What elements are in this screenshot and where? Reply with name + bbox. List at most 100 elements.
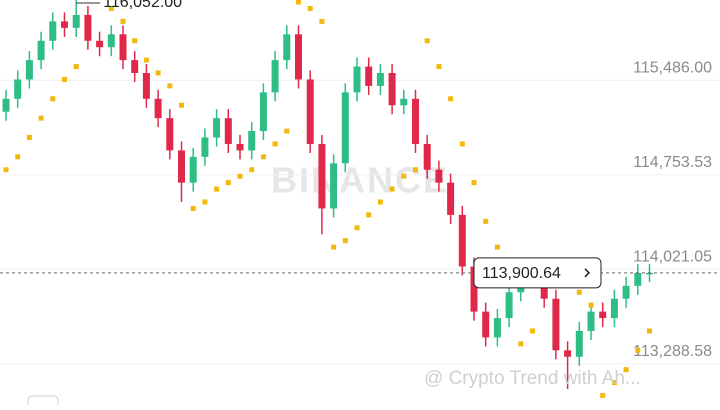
sar-dot (342, 238, 348, 244)
sar-dot (73, 64, 79, 70)
candle-body (131, 60, 139, 74)
y-tick-label: 114,753.53 (633, 154, 712, 171)
candle-body (96, 40, 104, 48)
candle-body (412, 98, 419, 144)
y-tick-label: 113,288.58 (633, 343, 712, 360)
candle-body (318, 143, 326, 209)
sar-dot (272, 141, 278, 147)
candle-body (201, 137, 209, 157)
sar-dot (576, 289, 582, 295)
candle-body (400, 98, 408, 106)
candle-body (154, 98, 162, 119)
sar-dot (623, 367, 629, 373)
candle-body (2, 98, 10, 112)
sar-dot (167, 83, 173, 89)
sar-dot (50, 96, 56, 102)
sar-dot (483, 218, 489, 224)
candle-body (353, 66, 361, 93)
sar-dot (108, 6, 114, 12)
candle-body (388, 73, 396, 106)
candle-body (505, 292, 513, 319)
sar-dot (249, 167, 255, 173)
sar-dot (366, 212, 372, 218)
credit: @ Crypto Trend with Ah... (424, 368, 641, 389)
candle-body (564, 350, 572, 357)
y-tick-label: 114,021.05 (633, 249, 712, 266)
candle-body (283, 34, 291, 61)
sar-dot (600, 392, 606, 398)
candle-body (482, 311, 490, 338)
candle-body (224, 118, 232, 144)
candle-body (295, 34, 302, 80)
sar-dot (26, 134, 32, 140)
candle-body (575, 330, 583, 357)
candle-body (634, 272, 642, 286)
candle-body (271, 60, 279, 93)
sar-dot (132, 38, 138, 44)
candle-body (435, 169, 443, 183)
candle-body (107, 34, 115, 48)
sar-dot (377, 199, 383, 205)
sar-dot (331, 244, 337, 250)
sar-dot (354, 225, 360, 231)
candle-body (119, 34, 127, 61)
sar-dot (284, 128, 290, 134)
candle-body (84, 14, 92, 41)
last-price-label: 113,900.64 (482, 265, 561, 282)
candle-body (49, 21, 57, 41)
candle-body (306, 79, 314, 144)
sar-dot (611, 380, 617, 386)
candle-body (622, 285, 630, 299)
sar-dot (214, 186, 220, 192)
candle-body (587, 311, 595, 331)
candle-body (72, 14, 80, 28)
sar-dot (319, 18, 325, 24)
candle-body (37, 40, 45, 61)
high-marker-label: 116,052.00 (103, 0, 182, 11)
plot: 113,288.58 114,021.05 114,753.53 115,486.00… (0, 0, 720, 398)
sar-dot (3, 167, 9, 173)
sar-dot (459, 141, 465, 147)
candle-body (423, 143, 431, 170)
watermark: BINANCE (271, 160, 449, 201)
sar-dot (155, 70, 161, 76)
candle-body (610, 298, 618, 319)
sar-dot (588, 302, 594, 308)
candle-body (552, 298, 560, 351)
candle-body (376, 73, 384, 86)
candle-body (259, 92, 267, 132)
scroll-button[interactable] (27, 395, 59, 410)
candle-body (458, 214, 466, 267)
candle-body (61, 21, 68, 28)
candle-body (142, 73, 150, 99)
sar-dot (190, 205, 196, 211)
candle-body (365, 66, 373, 86)
sar-dot (143, 57, 149, 63)
sar-dot (179, 102, 184, 108)
candle-body (166, 118, 174, 151)
candle-body (189, 156, 197, 183)
sar-dot (413, 167, 418, 173)
sar-dot (307, 6, 313, 12)
last-price-box (473, 257, 602, 289)
sar-dot (237, 173, 243, 179)
candle-body (493, 318, 501, 338)
candle-body (599, 311, 607, 319)
sar-dot (260, 154, 266, 160)
sar-dot (635, 347, 641, 353)
sar-dot (530, 328, 535, 334)
sar-dot (647, 328, 652, 334)
candle-body (330, 163, 338, 209)
candle-body (646, 272, 653, 275)
candle-body (213, 118, 221, 138)
y-tick-label: 115,486.00 (633, 60, 712, 77)
candle-body (14, 79, 22, 99)
sar-dot (202, 199, 208, 205)
candle-body (341, 92, 349, 164)
sar-dot (225, 180, 231, 186)
candle-body (447, 182, 455, 215)
sar-dot (62, 76, 67, 82)
candle-body (470, 266, 478, 312)
